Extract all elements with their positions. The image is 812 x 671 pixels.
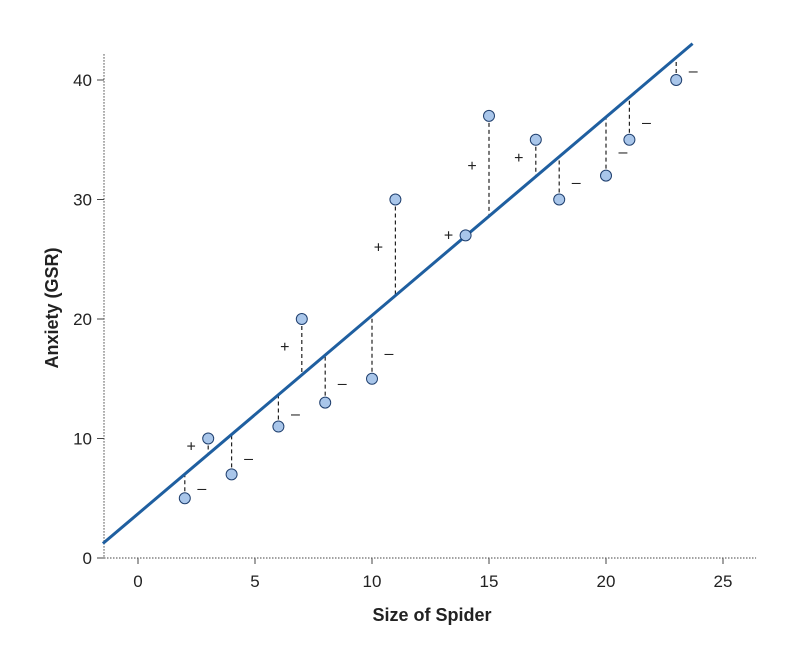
regression-line (101, 42, 694, 545)
residual-sign-13: – (642, 115, 651, 132)
x-tick-label-15: 15 (480, 572, 499, 591)
data-point-13 (623, 133, 636, 146)
data-point-8 (459, 229, 472, 242)
residual-sign-7: + (374, 240, 383, 257)
x-tick-label-20: 20 (597, 572, 616, 591)
data-point-5 (319, 396, 332, 409)
data-point-6 (366, 372, 378, 385)
regression-line-group (101, 42, 694, 545)
data-point-4 (295, 313, 308, 325)
residual-sign-11: – (572, 174, 581, 191)
residual-sign-5: – (338, 376, 347, 393)
y-tick-label-0: 0 (83, 549, 92, 568)
residual-sign-0: – (197, 481, 206, 498)
data-point-7 (389, 193, 402, 206)
residual-signs: –+––+––+++ +–––– (187, 63, 698, 498)
x-tick-label-0: 0 (133, 572, 142, 591)
residual-sign-8: + (444, 228, 453, 245)
data-point-14 (670, 74, 683, 86)
data-point-2 (225, 468, 238, 481)
x-axis-title: Size of Spider (372, 605, 491, 625)
x-tick-label-25: 25 (714, 572, 733, 591)
y-axis-title: Anxiety (GSR) (42, 247, 62, 368)
data-point-3 (272, 420, 285, 433)
data-point-12 (600, 169, 612, 182)
data-point-11 (553, 193, 566, 206)
residual-sign-14: – (689, 63, 698, 80)
residual-sign-4: + (280, 339, 289, 356)
data-point-0 (178, 492, 191, 505)
residual-sign-10: + (514, 150, 523, 167)
residual-sign-6: – (385, 345, 394, 362)
y-tick-label-40: 40 (73, 71, 92, 90)
y-tick-label-20: 20 (73, 310, 92, 329)
axis-text: Size of Spider Anxiety (GSR) (42, 247, 492, 625)
y-tick-label-10: 10 (73, 430, 92, 449)
y-tick-label-30: 30 (73, 191, 92, 210)
data-points (178, 74, 683, 505)
residual-sign-2: – (244, 450, 253, 467)
residual-sign-1: + (187, 438, 196, 455)
data-point-10 (529, 133, 542, 146)
residual-lines (184, 57, 677, 499)
data-point-9 (483, 109, 495, 122)
x-tick-label-10: 10 (363, 572, 382, 591)
residual-sign-3: – (291, 406, 300, 423)
data-point-1 (202, 432, 215, 445)
x-tick-label-5: 5 (250, 572, 259, 591)
residual-sign-12: – (619, 144, 628, 161)
axes: 0 5 10 15 20 25 0 10 20 30 40 (73, 54, 757, 591)
residual-sign-9: + (467, 158, 476, 175)
